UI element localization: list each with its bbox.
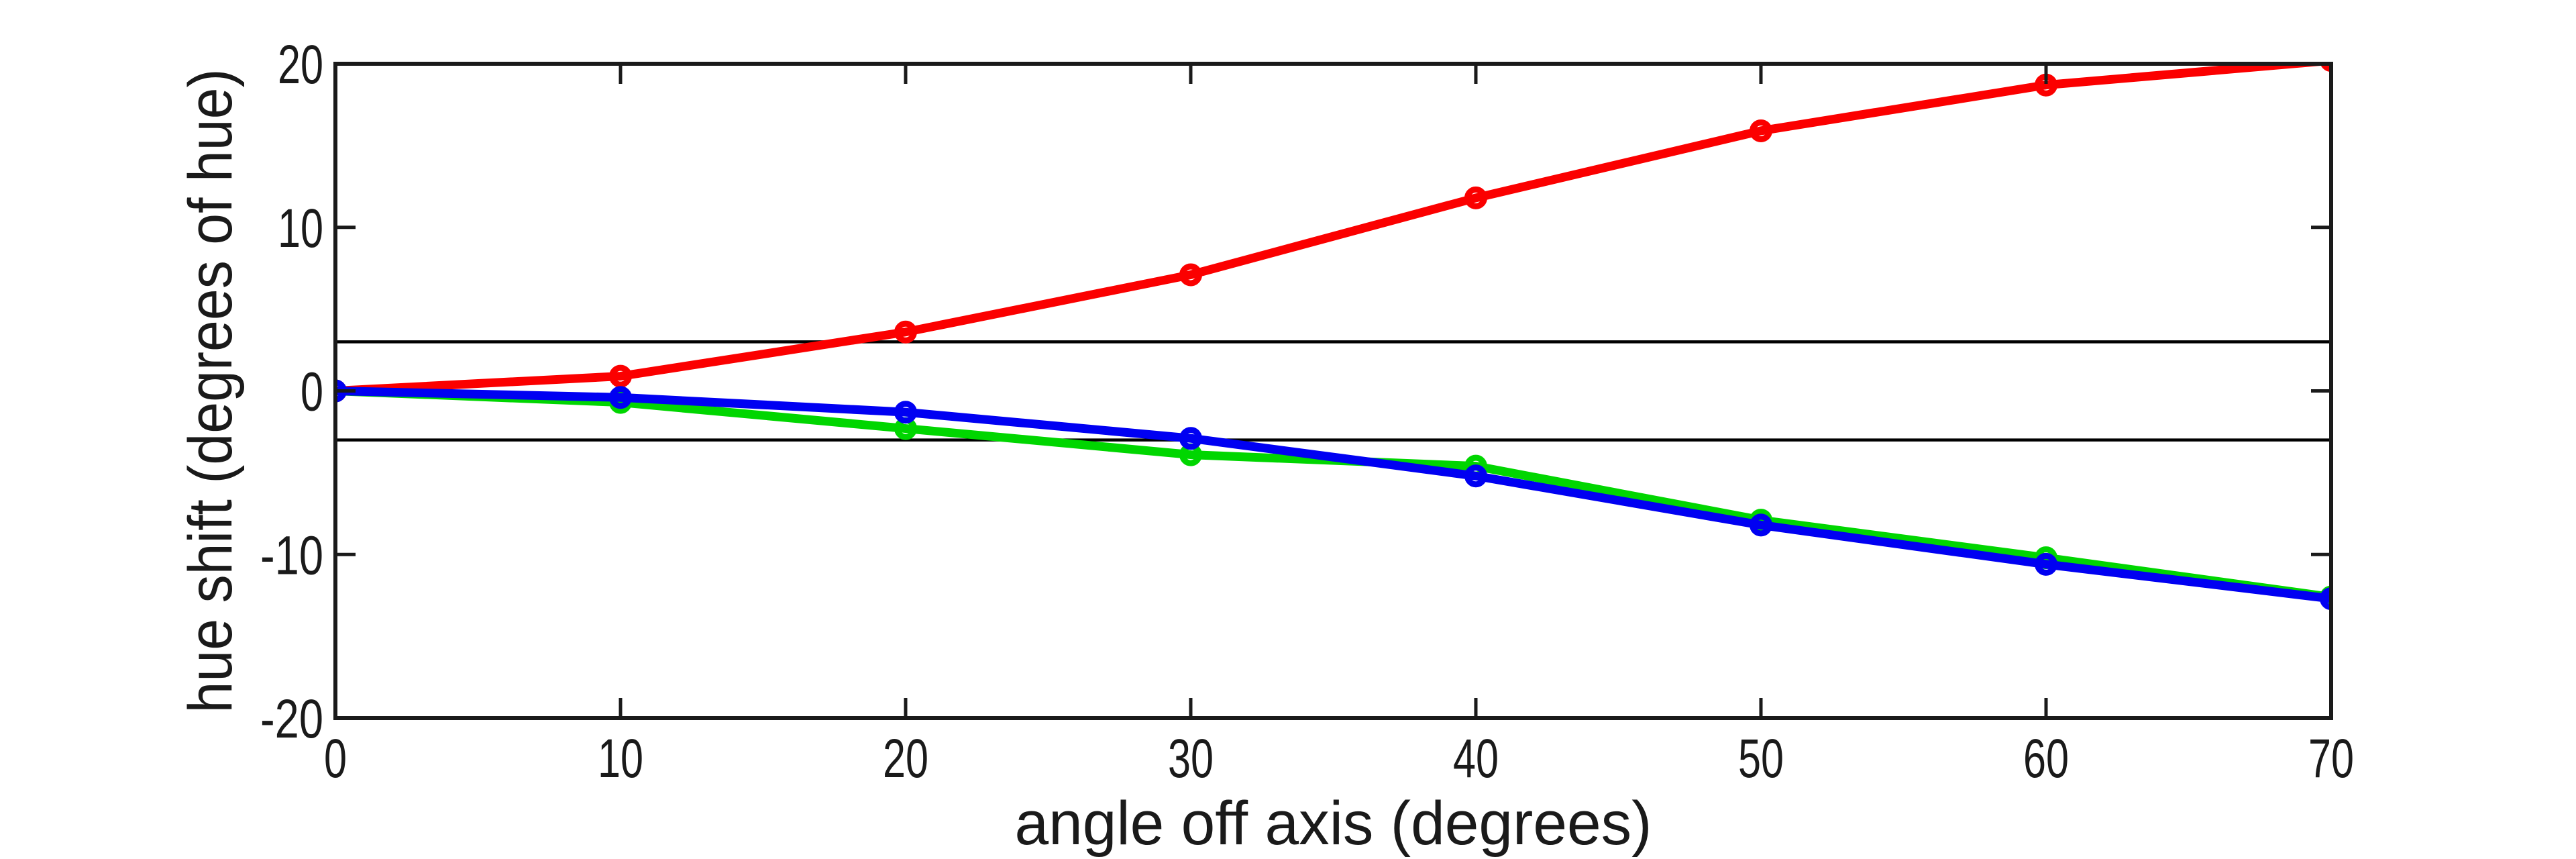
y-axis-label: hue shift (degrees of hue) bbox=[176, 69, 245, 713]
blue-channel-marker bbox=[2035, 552, 2057, 576]
x-tick-label-50: 50 bbox=[1738, 728, 1784, 789]
x-tick-label-30: 30 bbox=[1168, 728, 1214, 789]
blue-channel-marker bbox=[1750, 513, 1772, 537]
y-tick-label-20: 20 bbox=[278, 34, 323, 95]
red-channel-line bbox=[335, 64, 2331, 395]
x-axis-label: angle off axis (degrees) bbox=[1015, 789, 1652, 858]
blue-channel-marker bbox=[609, 386, 632, 409]
blue-channel-marker bbox=[894, 401, 917, 424]
blue-channel-line bbox=[335, 387, 2331, 603]
red-channel-marker bbox=[1464, 186, 1487, 209]
y-tick-label--10: -10 bbox=[260, 525, 323, 586]
blue-channel-marker bbox=[1179, 427, 1202, 450]
red-channel-marker bbox=[1179, 263, 1202, 287]
x-tick-label-60: 60 bbox=[2023, 728, 2069, 789]
x-tick-label-40: 40 bbox=[1453, 728, 1499, 789]
y-tick-label-10: 10 bbox=[278, 198, 323, 259]
y-tick-label-0: 0 bbox=[301, 362, 323, 423]
red-channel-marker bbox=[609, 364, 632, 388]
blue-channel-marker bbox=[1464, 464, 1487, 488]
y-tick-label--20: -20 bbox=[260, 689, 323, 750]
x-tick-label-20: 20 bbox=[883, 728, 928, 789]
x-tick-label-70: 70 bbox=[2308, 728, 2354, 789]
red-channel-marker bbox=[894, 320, 917, 344]
axes-box bbox=[333, 62, 2333, 720]
series-group bbox=[335, 64, 2331, 611]
blue-channel-marker bbox=[2320, 587, 2331, 611]
red-channel-marker bbox=[1750, 119, 1772, 142]
x-tick-label-0: 0 bbox=[324, 728, 347, 789]
x-tick-label-10: 10 bbox=[598, 728, 643, 789]
